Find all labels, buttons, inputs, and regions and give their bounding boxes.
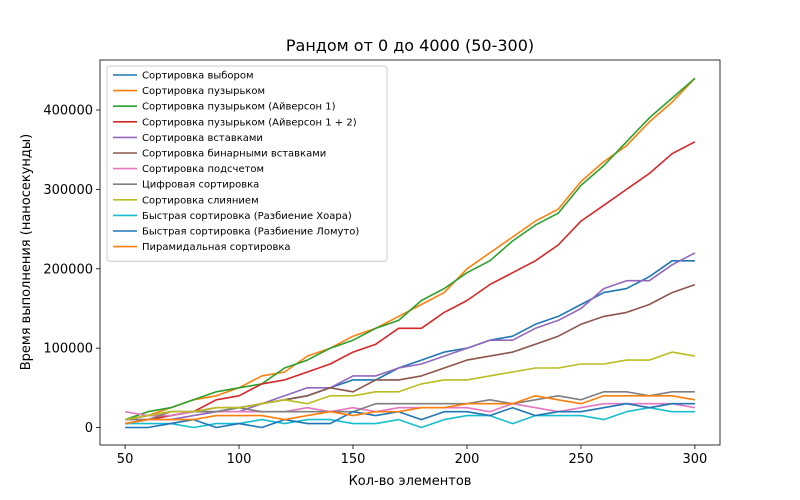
legend-label: Сортировка слиянием [142,195,259,206]
series-line-12 [124,394,696,425]
x-tick-label: 150 [341,452,366,467]
y-tick-label: 200000 [43,262,93,277]
axes-frame [99,59,721,446]
legend-label: Цифровая сортировка [142,180,259,191]
series-line-10 [125,406,695,429]
series-line-11 [125,402,695,429]
legend: Сортировка выбором Сортировка пузырьком Со… [106,65,388,262]
series-line-4 [124,141,696,425]
y-axis: 0 100000 200000 300000 400000 [43,104,100,436]
series-line-8 [125,390,695,421]
legend-label: Сортировка пузырьком (Айверсон 1 + 2) [142,117,357,128]
x-axis: 50 100 150 200 250 300 [117,445,708,467]
legend-label: Сортировка выбором [142,71,254,82]
legend-box [106,65,388,262]
y-axis-label: Время выполнения (наносекунды) [19,134,34,371]
legend-label: Быстрая сортировка (Разбиение Хоара) [142,211,352,222]
legend-label: Сортировка подсчетом [142,164,264,175]
x-tick-label: 50 [117,452,134,467]
legend-label: Быстрая сортировка (Разбиение Ломуто) [142,227,359,238]
series-line-9 [124,351,696,421]
legend-label: Пирамидальная сортировка [142,242,291,253]
legend-label: Сортировка пузырьком [142,86,265,97]
y-tick-label: 100000 [43,342,93,357]
y-tick-label: 400000 [43,104,93,119]
legend-label: Сортировка вставками [142,133,263,144]
chart-title: Рандом от 0 до 4000 (50-300) [286,36,534,55]
x-tick-label: 200 [455,452,480,467]
legend-label: Сортировка пузырьком (Айверсон 1) [142,102,336,113]
x-axis-label: Кол-во элементов [349,474,472,489]
x-tick-label: 250 [569,452,594,467]
y-tick-label: 300000 [43,183,93,198]
x-tick-label: 300 [683,452,708,467]
legend-label: Сортировка бинарными вставками [142,149,326,160]
plot-area [124,77,696,429]
series-line-3 [124,77,696,421]
y-tick-label: 0 [85,421,93,436]
x-tick-label: 100 [227,452,252,467]
